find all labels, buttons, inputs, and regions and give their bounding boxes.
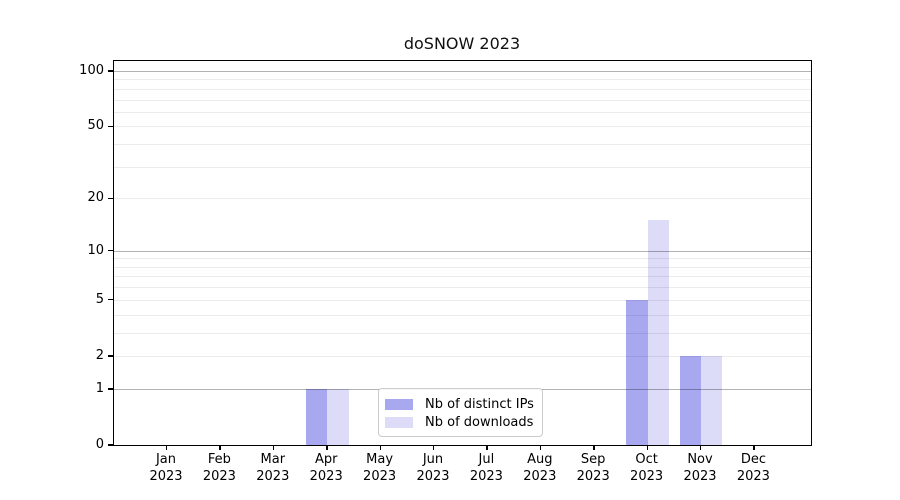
x-tick-mark — [379, 445, 381, 450]
gridline-minor — [114, 198, 811, 200]
gridline-minor — [114, 266, 811, 268]
y-tick-label: 50 — [87, 118, 104, 134]
x-tick-label: Jul 2023 — [469, 452, 503, 484]
x-tick-label: Jun 2023 — [416, 452, 450, 484]
gridline-minor — [114, 258, 811, 260]
gridline-minor — [114, 355, 811, 357]
y-tick-label: 10 — [87, 242, 104, 258]
x-tick-label: Jan 2023 — [149, 452, 183, 484]
x-tick-mark — [326, 445, 328, 450]
legend-item-downloads: Nb of downloads — [385, 414, 534, 431]
y-tick-mark — [108, 125, 113, 128]
bar-downloads-nov — [701, 355, 723, 445]
gridline-minor — [114, 166, 811, 168]
y-tick-mark — [108, 70, 113, 72]
chart-title: doSNOW 2023 — [403, 34, 521, 53]
x-tick-label: Apr 2023 — [309, 452, 343, 484]
y-tick-mark — [108, 444, 113, 446]
bar-ips-nov — [679, 355, 701, 445]
y-tick-mark — [108, 249, 113, 252]
y-tick-label: 5 — [95, 291, 104, 307]
y-tick-label: 0 — [95, 437, 104, 452]
x-tick-mark — [539, 445, 542, 450]
x-tick-label: Oct 2023 — [630, 452, 664, 484]
x-tick-mark — [272, 445, 275, 450]
bar-downloads-apr — [327, 388, 349, 445]
legend-item-distinct-ips: Nb of distinct IPs — [385, 396, 534, 413]
gridline-minor — [114, 287, 811, 289]
y-tick-mark — [108, 355, 113, 357]
gridline-minor — [114, 111, 811, 113]
y-tick-label: 2 — [95, 347, 104, 363]
x-tick-mark — [433, 445, 435, 450]
y-tick-mark — [108, 388, 113, 390]
legend-swatch-distinct-ips — [385, 399, 413, 410]
x-tick-mark — [646, 445, 648, 450]
y-tick-mark — [108, 299, 113, 301]
x-tick-label: Feb 2023 — [202, 452, 236, 484]
x-tick-label: May 2023 — [363, 452, 397, 484]
y-tick-label: 100 — [79, 62, 104, 78]
x-tick-mark — [166, 445, 168, 450]
legend-label-downloads: Nb of downloads — [425, 415, 534, 430]
gridline-minor — [114, 332, 811, 334]
y-tick-label: 20 — [87, 190, 104, 206]
bar-ips-oct — [626, 299, 648, 445]
legend: Nb of distinct IPs Nb of downloads — [378, 388, 543, 437]
x-tick-label: Aug 2023 — [523, 452, 557, 484]
legend-label-distinct-ips: Nb of distinct IPs — [425, 397, 534, 412]
gridline-minor — [114, 126, 811, 128]
x-tick-mark — [219, 445, 221, 450]
gridline-major — [114, 70, 811, 72]
x-tick-label: Sep 2023 — [576, 452, 610, 484]
gridline-minor — [114, 99, 811, 101]
x-tick-mark — [700, 445, 702, 450]
gridline-minor — [114, 79, 811, 81]
bar-ips-apr — [305, 388, 328, 445]
x-tick-label: Mar 2023 — [256, 452, 290, 484]
gridline-minor — [114, 144, 811, 146]
legend-swatch-downloads — [385, 417, 413, 428]
gridline-minor — [114, 314, 811, 316]
gridline-major — [114, 250, 811, 252]
x-tick-mark — [753, 445, 755, 450]
y-tick-mark — [108, 197, 113, 199]
x-tick-mark — [593, 445, 595, 450]
gridline-minor — [114, 88, 811, 90]
gridline-minor — [114, 276, 811, 278]
plot-area — [113, 60, 812, 446]
y-tick-label: 1 — [95, 380, 104, 396]
bar-downloads-oct — [647, 220, 669, 445]
x-tick-label: Nov 2023 — [683, 452, 717, 484]
x-tick-label: Dec 2023 — [736, 452, 770, 484]
gridline-minor — [114, 299, 811, 301]
x-tick-mark — [486, 445, 488, 450]
